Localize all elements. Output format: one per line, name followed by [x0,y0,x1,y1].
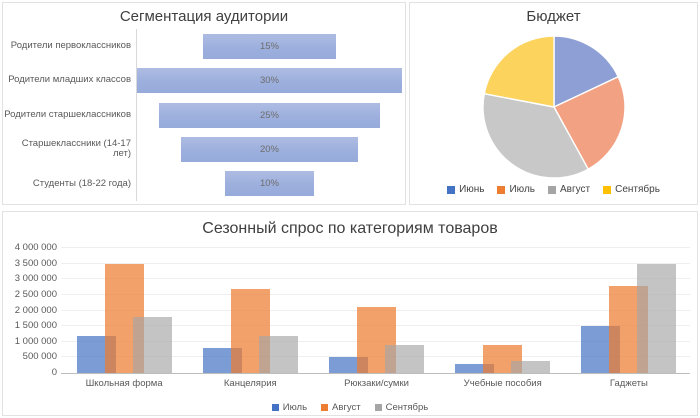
grid-line [61,262,690,264]
legend-label: Сентябрь [615,184,660,195]
segmentation-funnel-chart[interactable]: Сегментация аудитории Родители первоклас… [2,2,406,205]
seasonal-demand-bar-chart[interactable]: Сезонный спрос по категориям товаров Июл… [2,211,698,416]
segmentation-chart-title: Сегментация аудитории [119,8,289,25]
y-tick-label: 1 000 000 [14,335,57,347]
legend-label: Июль [282,402,308,413]
bar-group [329,248,424,373]
funnel-bar-value-label: 30% [259,75,279,87]
grid-line [61,278,690,280]
legend-item: Сентябрь [374,402,429,413]
y-tick-label: 2 500 000 [14,288,57,300]
legend-swatch-icon [374,404,382,411]
legend-item: Июль [271,402,308,413]
y-tick-label: 4 000 000 [14,242,57,253]
seasonal-legend: Июль Август Сентябрь [3,402,697,413]
y-tick-label: 1 500 000 [14,320,57,332]
grid-line [61,247,690,248]
legend-item: Август [548,184,590,195]
x-category-label: Рюкзаки/сумки [344,378,409,389]
funnel-bar-value-label: 25% [259,109,279,121]
legend-item: Июнь [447,184,484,195]
funnel-bar: 25% [159,102,380,128]
funnel-bar-area: 15% [136,29,402,64]
x-category-label: Учебные пособия [463,378,542,389]
bar-сентябрь [132,316,172,373]
pie-slice-4 [483,35,555,108]
funnel-row: Родители старшеклассников 25% [3,97,402,133]
bar-group [455,248,551,373]
legend-swatch-icon [321,404,329,411]
x-category-label: Гаджеты [609,378,648,389]
legend-label: Июнь [459,184,485,195]
funnel-bar-value-label: 20% [259,143,279,155]
bar-group [202,248,298,373]
legend-label: Сентябрь [385,402,429,413]
grid-line [61,293,690,295]
funnel-category-label: Студенты (18-22 года) [32,177,131,189]
legend-item: Август [321,402,361,413]
funnel-bar-area: 25% [136,97,402,133]
legend-swatch-icon [603,185,612,194]
funnel-bar-area: 10% [136,166,402,202]
y-tick-label: 3 500 000 [14,257,57,269]
funnel-category-label: Старшеклассники (14-17 лет) [21,137,131,160]
funnel-category-label: Родители младших классов [8,74,131,86]
bar-сентябрь [385,344,424,373]
pie-slice-3 [481,93,589,179]
budget-pie-chart[interactable]: Бюджет Июнь Июль Август Сентябрь [409,2,698,205]
legend-swatch-icon [548,185,556,194]
bar-plot-area [61,247,690,374]
x-category-label: Школьная форма [85,378,163,389]
funnel-row: Родители младших классов 30% [3,63,402,98]
pie-slice-1 [552,35,619,108]
legend-swatch-icon [447,185,456,194]
legend-swatch-icon [271,404,279,411]
bar-июль [455,363,495,373]
y-tick-label: 3 000 000 [14,273,57,285]
x-axis-line [61,373,690,374]
seasonal-chart-title: Сезонный спрос по категориям товаров [202,220,498,237]
funnel-bar: 30% [137,68,402,94]
bar-сентябрь [637,263,677,373]
legend-label: Август [560,184,591,195]
funnel-rows: Родители первоклассников 15% Родители млад… [3,29,402,202]
legend-item: Июль [497,184,535,195]
pie-plot-area [410,34,697,180]
legend-label: Июль [509,184,535,195]
funnel-bar-area: 20% [136,132,402,167]
legend-label: Август [332,402,361,413]
legend-swatch-icon [497,185,506,194]
funnel-bar: 10% [225,171,314,197]
pie-legend: Июнь Июль Август Сентябрь [410,184,697,195]
funnel-bar-value-label: 10% [259,178,279,190]
funnel-row: Студенты (18-22 года) 10% [3,166,402,202]
pie-slice-2 [552,76,626,170]
bar-сентябрь [511,360,551,373]
budget-chart-title: Бюджет [526,8,581,25]
funnel-row: Родители первоклассников 15% [3,29,402,64]
pie-svg [481,35,626,179]
x-category-label: Канцелярия [223,378,277,389]
bar-group [76,248,172,373]
bar-group [581,248,677,373]
funnel-bar-area: 30% [136,63,402,98]
funnel-bar: 20% [181,136,358,162]
funnel-category-label: Родители первоклассников [10,39,131,51]
y-tick-label: 2 000 000 [14,304,57,316]
funnel-category-label: Родители старшеклассников [4,108,131,120]
funnel-row: Старшеклассники (14-17 лет) 20% [3,132,402,167]
y-tick-label: 0 [51,367,57,378]
funnel-bar-value-label: 15% [259,40,279,52]
bar-сентябрь [258,335,298,373]
funnel-bar: 15% [203,33,336,59]
y-tick-label: 500 000 [22,351,57,363]
legend-item: Сентябрь [603,184,660,195]
